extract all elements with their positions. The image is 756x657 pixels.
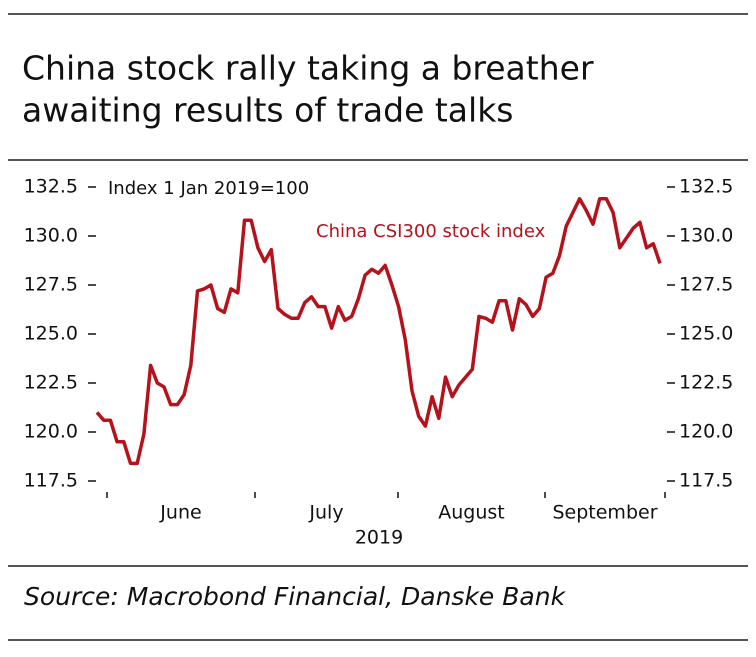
y2-tick-label: 117.5 — [679, 470, 733, 492]
y-tick-label: 127.5 — [24, 274, 78, 296]
x-tick-label: June — [159, 502, 201, 524]
x-axis-label: 2019 — [355, 527, 403, 549]
y-tick-label: 117.5 — [24, 470, 78, 492]
y2-tick-label: 130.0 — [679, 225, 733, 247]
y-tick-label: 130.0 — [24, 225, 78, 247]
annotation: Index 1 Jan 2019=100 — [108, 178, 309, 199]
source: Source: Macrobond Financial, Danske Bank — [24, 582, 567, 611]
y2-tick-label: 132.5 — [679, 176, 733, 198]
y2-tick-label: 122.5 — [679, 372, 733, 394]
series-label: China CSI300 stock index — [316, 221, 546, 242]
y2-tick-label: 120.0 — [679, 421, 733, 443]
chart-title: awaiting results of trade talks — [22, 91, 514, 130]
x-tick-label: July — [308, 502, 343, 524]
y-tick-label: 122.5 — [24, 372, 78, 394]
y-tick-label: 120.0 — [24, 421, 78, 443]
series-line — [95, 197, 662, 466]
x-tick-label: September — [552, 502, 657, 524]
chart-title: China stock rally taking a breather — [22, 49, 594, 88]
y2-tick-label: 127.5 — [679, 274, 733, 296]
y-tick-label: 125.0 — [24, 323, 78, 345]
x-tick-label: August — [438, 502, 505, 524]
y2-tick-label: 125.0 — [679, 323, 733, 345]
y-tick-label: 132.5 — [24, 176, 78, 198]
